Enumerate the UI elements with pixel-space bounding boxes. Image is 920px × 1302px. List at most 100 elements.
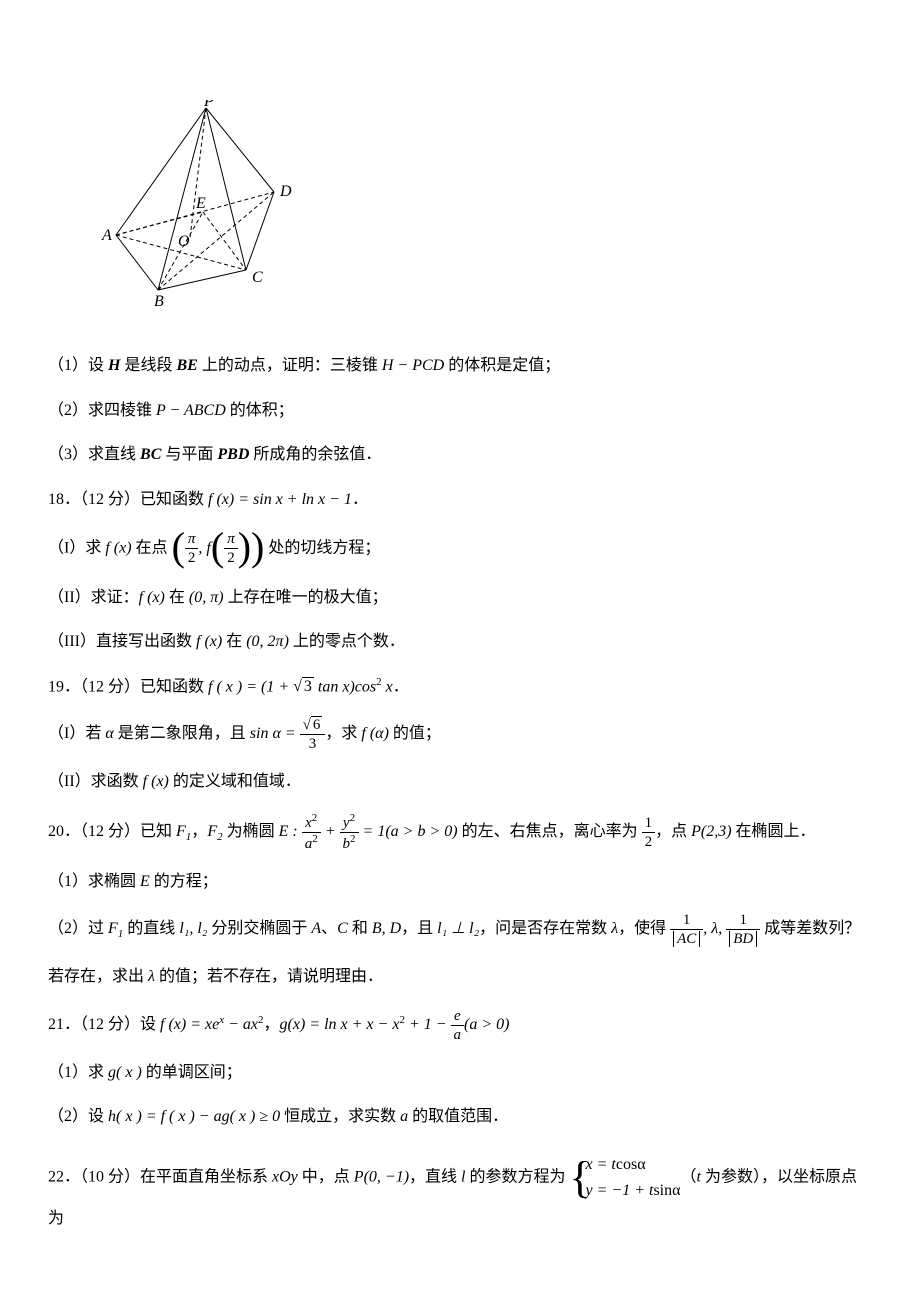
P: P(0, −1) <box>354 1169 409 1186</box>
svg-text:C: C <box>252 269 263 286</box>
svg-text:O: O <box>178 233 190 250</box>
text: 与平面 <box>161 446 217 463</box>
text: ， <box>264 1016 280 1033</box>
svg-text:P: P <box>203 100 214 110</box>
gx: g( x ) <box>108 1064 142 1081</box>
perp: l₁ ⊥ l₂ <box>437 920 479 937</box>
interval: (0, π) <box>189 589 224 606</box>
expr: x <box>382 678 393 695</box>
q17-2: （2）求四棱锥 P − ABCD 的体积； <box>48 396 872 426</box>
expr: sin α = <box>250 726 300 743</box>
expr: − ax <box>224 1016 258 1033</box>
radicand: 3 <box>302 677 314 695</box>
text: 在椭圆上． <box>732 823 816 840</box>
text: （3）求直线 <box>48 446 140 463</box>
svg-text:E: E <box>195 195 206 212</box>
text: 的参数方程为 <box>466 1169 570 1186</box>
text: 的定义域和值域． <box>169 773 301 790</box>
expr: + 1 − <box>405 1016 451 1033</box>
num: π <box>185 530 199 549</box>
frac-e-a: ea <box>451 1007 465 1044</box>
text: 的左、右焦点，离心率为 <box>458 823 642 840</box>
text: （II）求函数 <box>48 773 143 790</box>
text: ，直线 <box>409 1169 461 1186</box>
q17-1: （1）设 H 是线段 BE 上的动点，证明：三棱锥 H − PCD 的体积是定值… <box>48 351 872 381</box>
text: ，点 <box>655 823 691 840</box>
y: y <box>343 815 350 831</box>
text: 是第二象限角，且 <box>114 726 250 743</box>
var-BC: BC <box>140 446 161 463</box>
row1b: cosα <box>616 1156 646 1173</box>
text: 的直线 <box>123 920 179 937</box>
expr: g(x) = ln x + x − x <box>280 1016 400 1033</box>
text: 上存在唯一的极大值； <box>224 589 388 606</box>
hx: h( x ) = f ( x ) − ag( x ) ≥ 0 <box>108 1108 280 1125</box>
text: 处的切线方程； <box>264 540 380 557</box>
text: （II）求证： <box>48 589 139 606</box>
text: （III）直接写出函数 <box>48 633 196 650</box>
num: π <box>224 530 238 549</box>
lambda: λ <box>148 968 155 985</box>
text: （I）若 <box>48 726 105 743</box>
pyramid-diagram: PABCDEO <box>98 100 298 310</box>
frac-1-AC: 1AC <box>670 911 703 948</box>
num: 1 <box>642 814 656 833</box>
text: （1）求 <box>48 1064 108 1081</box>
text: 和 <box>348 920 372 937</box>
a: a <box>400 1108 408 1125</box>
frac-1-2: 12 <box>642 814 656 851</box>
comma-lambda: , λ, <box>703 920 726 937</box>
expr: f (x) = sin x + ln x − 1 <box>208 491 352 508</box>
text: （ <box>681 1169 697 1186</box>
svg-text:B: B <box>154 293 164 310</box>
text: 上的零点个数． <box>289 633 405 650</box>
den: a <box>451 1026 465 1044</box>
cond: (a > 0) <box>464 1016 509 1033</box>
q17-3: （3）求直线 BC 与平面 PBD 所成角的余弦值． <box>48 440 872 470</box>
b: b <box>343 836 351 852</box>
C: C <box>337 920 348 937</box>
text: （1）设 <box>48 357 108 374</box>
q21-1: （1）求 g( x ) 的单调区间； <box>48 1058 872 1088</box>
den: 2 <box>185 549 199 567</box>
text: 在 <box>222 633 246 650</box>
q20-1: （1）求椭圆 E 的方程； <box>48 867 872 897</box>
frac-y2b2: y2b2 <box>340 812 359 853</box>
text: 的体积是定值； <box>444 357 560 374</box>
num: e <box>451 1007 465 1026</box>
frac-1-BD: 1BD <box>726 911 760 948</box>
text: ，求 <box>325 726 361 743</box>
expr: P − ABCD <box>156 402 226 419</box>
q22-stem: 22．（10 分）在平面直角坐标系 xOy 中，点 P(0, −1)，直线 l … <box>48 1152 872 1234</box>
text: 22．（10 分）在平面直角坐标系 <box>48 1169 272 1186</box>
text: 在点 <box>132 540 172 557</box>
text: 、 <box>321 920 337 937</box>
text: （2）过 <box>48 920 108 937</box>
interval: (0, 2π) <box>246 633 289 650</box>
text: 中，点 <box>298 1169 354 1186</box>
den: 2 <box>224 549 238 567</box>
text: ，使得 <box>618 920 670 937</box>
q18-stem: 18．（12 分）已知函数 f (x) = sin x + ln x − 1． <box>48 485 872 515</box>
num: 1 <box>670 911 703 930</box>
row1a: x = t <box>586 1156 616 1173</box>
frac-pi-2b: π2 <box>224 530 238 567</box>
q18-I: （I）求 f (x) 在点 (π2, f(π2)) 处的切线方程； <box>48 529 872 569</box>
row2b: sinα <box>653 1182 680 1199</box>
text: 的值；若不存在，请说明理由． <box>155 968 383 985</box>
q18-III: （III）直接写出函数 f (x) 在 (0, 2π) 上的零点个数． <box>48 627 872 657</box>
text: 为椭圆 <box>223 823 279 840</box>
A: A <box>311 920 321 937</box>
expr: tan x)cos <box>314 678 376 695</box>
num: 1 <box>726 911 760 930</box>
text: 21．（12 分）设 <box>48 1016 160 1033</box>
text: ． <box>393 678 409 695</box>
text: ． <box>352 491 368 508</box>
q19-I: （I）若 α 是第二象限角，且 sin α = 63，求 f (α) 的值； <box>48 716 872 753</box>
text: 若存在，求出 <box>48 968 148 985</box>
text: 的取值范围． <box>408 1108 508 1125</box>
text: 19．（12 分）已知函数 <box>48 678 208 695</box>
text: （2）设 <box>48 1108 108 1125</box>
frac-pi-2: π2 <box>185 530 199 567</box>
expr: H − PCD <box>382 357 444 374</box>
